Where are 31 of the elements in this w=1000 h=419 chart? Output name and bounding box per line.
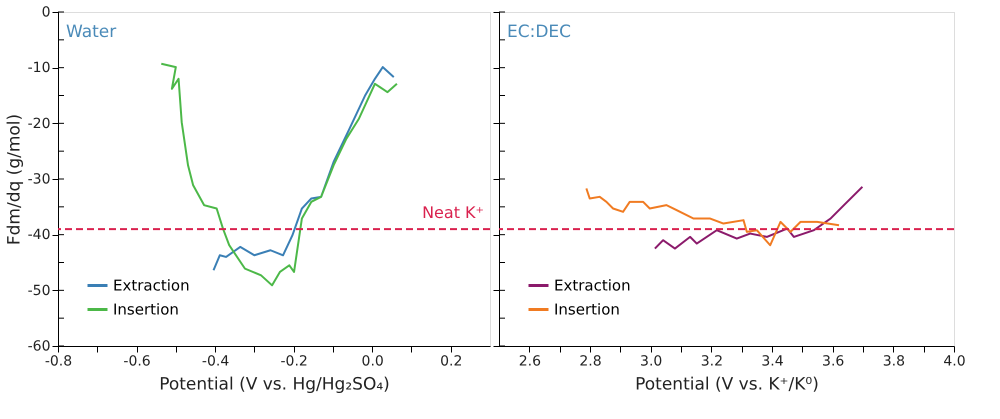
y-tick-label: -20 (28, 116, 50, 132)
y-tick-label: -10 (28, 60, 50, 76)
legend-label: Insertion (554, 300, 620, 318)
x-tick-label: 4.0 (943, 354, 966, 370)
x-axis-title: Potential (V vs. K⁺/K⁰) (635, 374, 819, 394)
legend-label: Insertion (113, 300, 179, 318)
text: Water (66, 22, 116, 42)
y-tick-label: -50 (28, 282, 50, 299)
x-tick-label: 3.0 (640, 354, 662, 370)
x-tick-label: 0.2 (440, 354, 462, 370)
legend-label: Extraction (554, 276, 631, 294)
legend-label: Extraction (113, 276, 190, 294)
x-axis-title: Potential (V vs. Hg/Hg₂SO₄) (159, 374, 390, 394)
x-tick-label: -0.4 (202, 354, 230, 370)
x-tick-label: 3.6 (822, 354, 844, 370)
y-tick-label: 0 (42, 4, 50, 20)
x-tick-label: -0.8 (44, 354, 72, 370)
x-tick-label: -0.2 (280, 354, 308, 370)
y-tick-label: -40 (28, 227, 50, 244)
x-tick-label: 3.4 (761, 354, 784, 370)
text: EC:DEC (507, 22, 572, 42)
x-tick-label: 3.2 (700, 354, 723, 370)
x-tick-label: 2.8 (579, 354, 602, 370)
y-axis-title: Fdm/dq (g/mol) (4, 114, 25, 246)
ref-line-label: Neat K⁺ (422, 203, 484, 222)
y-tick-label: -30 (28, 172, 50, 188)
x-tick-label: 2.6 (518, 354, 542, 370)
y-tick-label: -60 (28, 338, 50, 354)
x-tick-label: 3.8 (882, 354, 905, 370)
x-tick-label: 0.0 (362, 354, 384, 370)
x-tick-label: -0.6 (123, 354, 151, 370)
